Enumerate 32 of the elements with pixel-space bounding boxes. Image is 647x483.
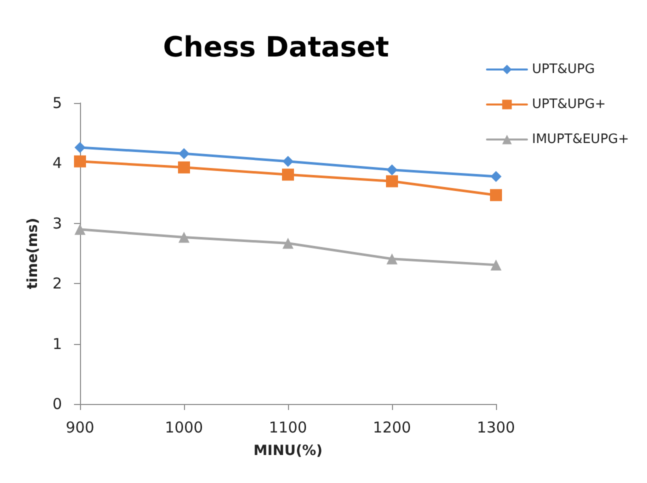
y-tick-label: 4 bbox=[52, 154, 62, 172]
x-tick-label: 1000 bbox=[164, 418, 204, 436]
legend-label: UPT&UPG+ bbox=[532, 97, 606, 112]
point bbox=[282, 238, 294, 249]
legend-label: UPT&UPG bbox=[532, 62, 595, 77]
y-tick-label: 3 bbox=[52, 214, 62, 232]
point bbox=[74, 224, 86, 235]
point bbox=[178, 161, 190, 174]
y-tick-label: 1 bbox=[52, 334, 62, 353]
legend-label: IMUPT&EUPG+ bbox=[532, 132, 630, 147]
point bbox=[386, 164, 398, 176]
x-tick-label: 900 bbox=[66, 418, 94, 436]
point bbox=[490, 189, 502, 202]
chart-title: Chess Dataset bbox=[163, 30, 390, 64]
y-tick-label: 0 bbox=[52, 395, 62, 413]
y-tick-label: 5 bbox=[52, 94, 62, 112]
point bbox=[386, 175, 398, 188]
x-axis-title: MINU(%) bbox=[253, 443, 323, 459]
x-tick-label: 1200 bbox=[372, 418, 412, 436]
point bbox=[490, 170, 502, 182]
point bbox=[178, 232, 190, 243]
point bbox=[490, 259, 502, 270]
point bbox=[74, 155, 86, 168]
point bbox=[282, 168, 294, 181]
x-tick-label: 1100 bbox=[268, 418, 308, 436]
y-tick-label: 2 bbox=[52, 274, 62, 293]
point bbox=[386, 253, 398, 264]
y-axis-title: time(ms) bbox=[25, 218, 41, 290]
point bbox=[282, 156, 294, 167]
point bbox=[74, 142, 86, 154]
x-tick-label: 1300 bbox=[476, 418, 516, 436]
point bbox=[178, 148, 190, 160]
